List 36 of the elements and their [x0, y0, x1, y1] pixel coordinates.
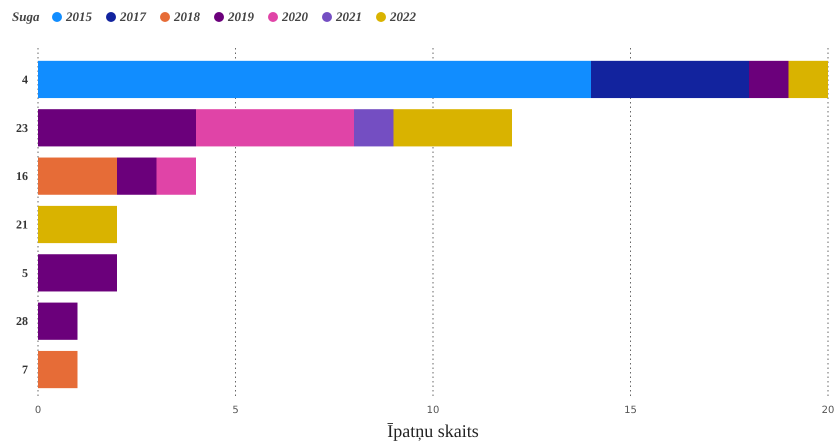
- x-axis-title: Īpatņu skaits: [387, 421, 479, 441]
- bar: [38, 254, 117, 292]
- legend-label: 2020: [281, 9, 308, 24]
- bar: [117, 158, 156, 195]
- x-tick-label: 10: [426, 405, 440, 416]
- legend-label: 2019: [227, 9, 254, 24]
- y-tick-label: 23: [16, 120, 28, 135]
- bar: [749, 60, 788, 98]
- legend-label: 2021: [335, 9, 362, 24]
- x-tick-label: 0: [34, 405, 42, 416]
- bar: [38, 350, 78, 388]
- bar: [38, 158, 117, 195]
- y-tick-label: 28: [16, 314, 28, 328]
- y-tick-label: 16: [16, 169, 28, 184]
- bar: [156, 158, 196, 195]
- x-tick-label: 15: [624, 405, 637, 416]
- bar: [38, 302, 78, 340]
- legend-title: Suga: [12, 9, 40, 24]
- bar: [38, 60, 591, 98]
- bar: [394, 109, 512, 146]
- y-tick-label: 21: [16, 218, 28, 232]
- x-tick-label: 5: [232, 405, 239, 416]
- bar: [354, 109, 394, 146]
- bar: [196, 109, 354, 146]
- legend-label: 2017: [119, 9, 146, 24]
- y-tick-label: 7: [22, 362, 28, 377]
- bar: [788, 60, 828, 98]
- y-tick-label: 4: [22, 72, 28, 86]
- legend-label: 2022: [389, 9, 416, 24]
- bar: [38, 109, 196, 146]
- legend-label: 2015: [65, 9, 92, 24]
- bar: [591, 60, 749, 98]
- x-tick-label: 20: [822, 405, 834, 416]
- y-tick-label: 5: [22, 266, 28, 280]
- legend-label: 2018: [173, 9, 200, 24]
- bar: [38, 206, 117, 244]
